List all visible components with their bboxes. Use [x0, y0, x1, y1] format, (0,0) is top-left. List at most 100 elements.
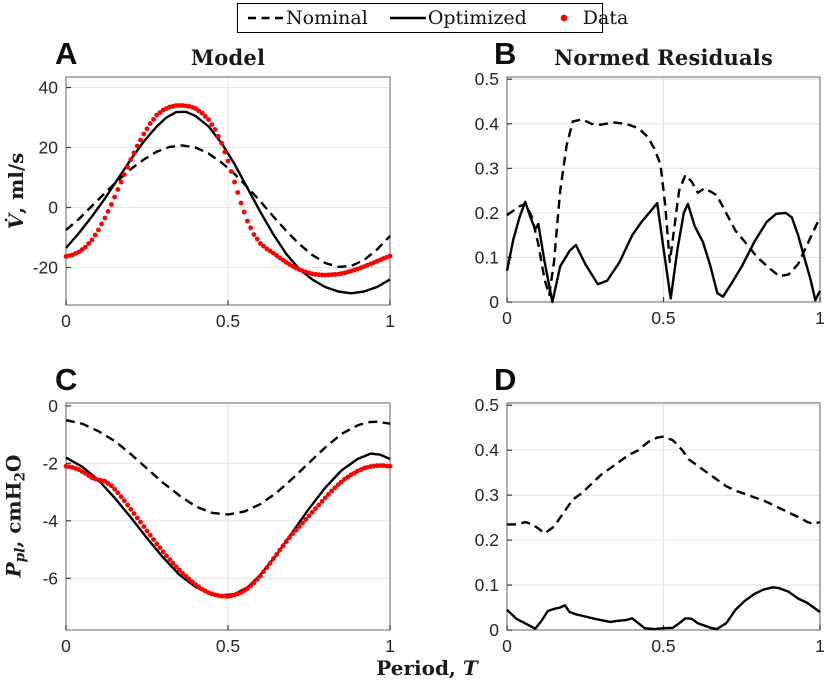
- data-marker: [144, 126, 150, 132]
- data-marker: [248, 583, 254, 589]
- data-marker: [112, 194, 117, 200]
- data-marker: [219, 140, 224, 146]
- data-marker: [206, 117, 212, 122]
- y-tick-label: 0.3: [475, 158, 499, 178]
- y-tick-label: 40: [39, 78, 59, 98]
- data-marker: [151, 116, 156, 122]
- data-marker: [141, 524, 147, 529]
- title-model: Model: [190, 45, 266, 70]
- data-marker: [102, 215, 108, 221]
- data-marker: [128, 506, 134, 512]
- y-tick-label: -2: [42, 453, 58, 473]
- x-tick-label: 0: [61, 311, 71, 331]
- y-tick-label: 20: [39, 138, 59, 158]
- data-marker: [225, 158, 231, 164]
- series-nominal: [65, 419, 391, 516]
- data-marker: [313, 506, 318, 511]
- data-marker: [245, 218, 250, 224]
- data-marker: [235, 190, 241, 195]
- data-marker: [271, 556, 276, 562]
- y-tick-label: 0: [489, 620, 499, 640]
- data-marker: [277, 547, 283, 553]
- data-marker: [261, 243, 266, 249]
- data-marker: [199, 110, 205, 116]
- data-marker: [339, 479, 344, 485]
- x-axis-label: Period, T: [376, 656, 478, 680]
- data-marker: [112, 486, 117, 492]
- data-marker: [251, 580, 257, 586]
- data-marker: [374, 463, 380, 468]
- series-optimized: [505, 200, 822, 304]
- data-marker: [209, 122, 215, 127]
- data-marker: [274, 552, 279, 557]
- data-marker: [147, 121, 153, 126]
- solid-line-icon: [389, 16, 426, 20]
- panel-label-a: A: [55, 36, 78, 71]
- data-marker: [128, 157, 134, 162]
- legend-item-data: Data: [553, 3, 628, 33]
- data-marker: [157, 110, 163, 115]
- x-tick-label: 0: [502, 636, 512, 656]
- y-axis-label-flow: V̇, ml/s: [4, 152, 28, 230]
- data-marker: [232, 179, 237, 185]
- y-tick-label: 0.5: [475, 69, 499, 89]
- legend-label-optimized: Optimized: [427, 6, 527, 29]
- data-marker: [202, 113, 208, 119]
- data-marker: [329, 488, 335, 494]
- data-marker: [109, 483, 114, 489]
- data-marker: [251, 232, 257, 237]
- data-marker: [316, 502, 322, 508]
- data-marker: [215, 133, 221, 139]
- data-marker: [118, 179, 124, 185]
- data-marker: [167, 557, 173, 562]
- legend-item-optimized: Optimized: [388, 3, 527, 33]
- y-tick-label: 0: [48, 396, 58, 416]
- data-marker: [190, 579, 195, 585]
- y-tick-label: 0.3: [475, 485, 499, 505]
- legend: Nominal Optimized Data: [237, 3, 628, 33]
- x-tick-label: 1: [815, 308, 825, 328]
- series-optimized: [506, 586, 821, 631]
- data-marker: [264, 565, 270, 570]
- data-marker: [258, 573, 263, 579]
- x-tick-label: 1: [385, 636, 395, 656]
- dashed-line-icon: [248, 16, 284, 20]
- y-tick-label: 0.1: [475, 247, 499, 267]
- panel-label-b: B: [494, 36, 517, 71]
- x-tick-label: 0.5: [651, 636, 675, 656]
- data-marker: [222, 149, 228, 155]
- data-marker: [387, 253, 393, 259]
- data-marker: [160, 549, 166, 555]
- data-marker: [177, 567, 182, 573]
- data-marker: [248, 225, 254, 231]
- data-marker: [154, 541, 160, 547]
- data-marker: [387, 463, 393, 469]
- series-nominal: [507, 435, 821, 535]
- y-tick-label: -6: [42, 568, 58, 588]
- y-tick-label: 0: [489, 292, 499, 312]
- data-marker: [287, 535, 292, 540]
- data-marker: [154, 112, 160, 118]
- data-marker: [258, 241, 263, 246]
- data-marker: [254, 577, 260, 582]
- x-tick-label: 0: [502, 308, 512, 328]
- panel-label-c: C: [55, 362, 78, 397]
- data-marker: [290, 531, 296, 537]
- data-marker: [322, 495, 328, 501]
- x-tick-label: 1: [385, 311, 395, 331]
- data-marker: [134, 143, 140, 149]
- data-marker: [121, 172, 127, 177]
- data-marker: [170, 560, 176, 566]
- data-marker: [118, 494, 124, 500]
- data-marker: [173, 564, 179, 570]
- data-marker: [186, 576, 192, 582]
- y-tick-label: 0.1: [475, 575, 499, 595]
- x-tick-label: 1: [815, 636, 825, 656]
- data-marker: [180, 571, 186, 576]
- data-marker: [134, 515, 140, 521]
- data-marker: [261, 569, 266, 575]
- vdot-symbol: V̇: [4, 213, 28, 230]
- data-marker: [303, 517, 309, 522]
